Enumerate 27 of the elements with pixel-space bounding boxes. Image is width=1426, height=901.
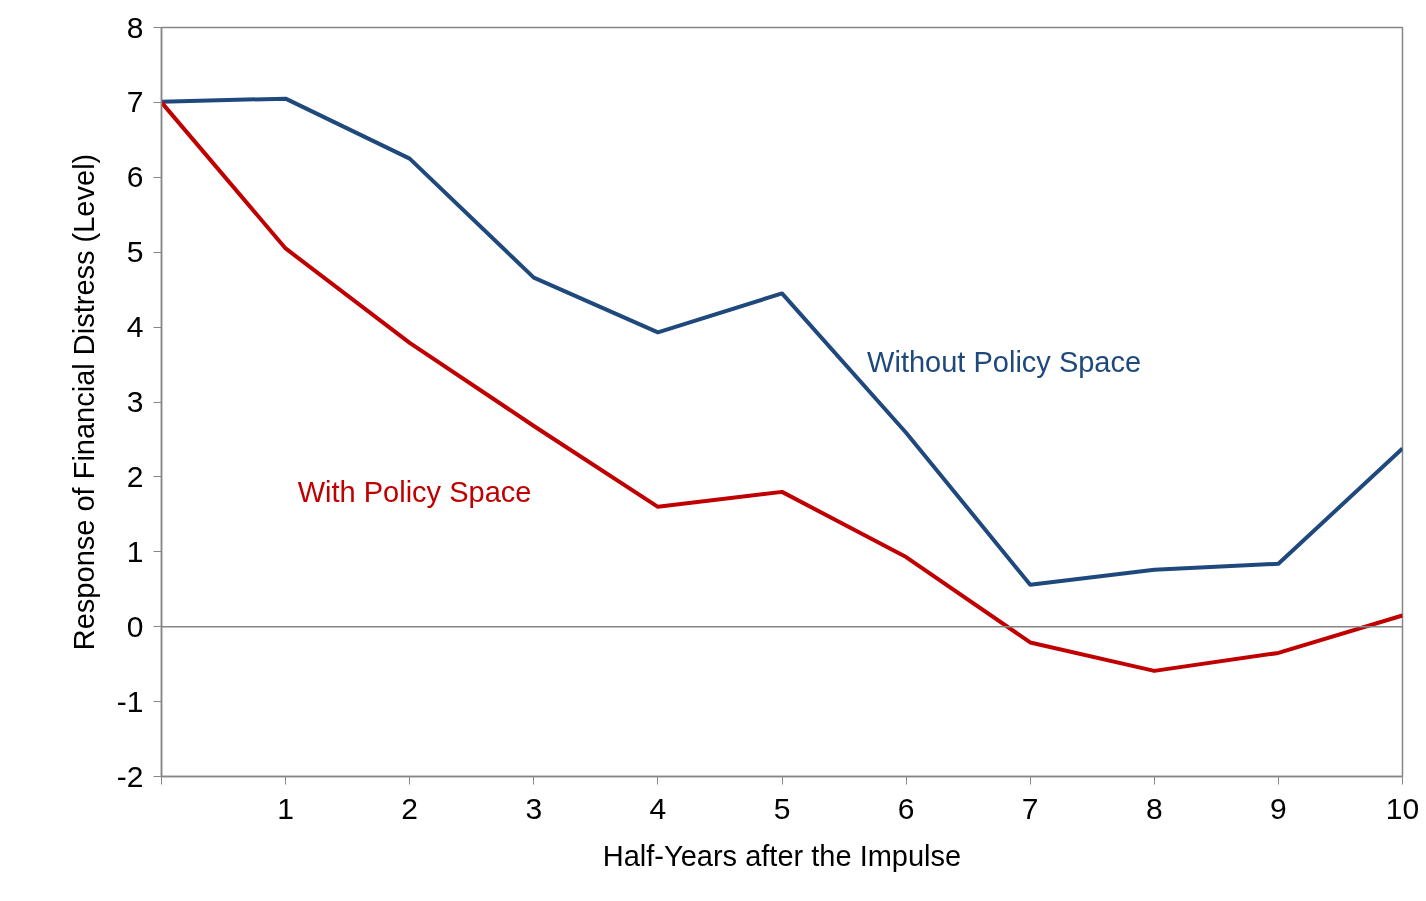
series-label: Without Policy Space [867, 345, 1142, 378]
y-tick-label: 8 [126, 10, 144, 44]
y-tick-label: 5 [126, 235, 144, 269]
y-tick-label: 4 [126, 310, 144, 344]
y-tick-label: 7 [126, 85, 144, 119]
y-tick-label: -2 [116, 759, 144, 793]
y-tick-label: 1 [126, 534, 144, 568]
y-axis-title: Response of Financial Distress (Level) [67, 153, 100, 651]
y-tick-label: 3 [126, 385, 144, 418]
x-axis-title: Half-Years after the Impulse [602, 839, 962, 872]
x-tick-label: 6 [897, 791, 915, 825]
x-tick-label: 9 [1270, 791, 1287, 825]
x-tick-label: 7 [1021, 791, 1039, 825]
line-series [161, 96, 1403, 587]
x-tick-label: 4 [649, 791, 667, 825]
x-tick-label: 5 [773, 791, 791, 825]
x-tick-label: 8 [1145, 791, 1163, 825]
x-tick-label: 10 [1385, 791, 1420, 825]
y-tick-label: 6 [126, 160, 144, 194]
x-tick-label: 1 [277, 791, 294, 825]
y-tick-label: -1 [116, 684, 144, 718]
y-tick-label: 0 [126, 609, 144, 643]
series-label: With Policy Space [297, 475, 532, 508]
line-series [161, 100, 1403, 673]
x-tick-label: 2 [401, 791, 419, 825]
y-tick-label: 2 [126, 459, 144, 493]
x-tick-label: 3 [525, 791, 543, 825]
